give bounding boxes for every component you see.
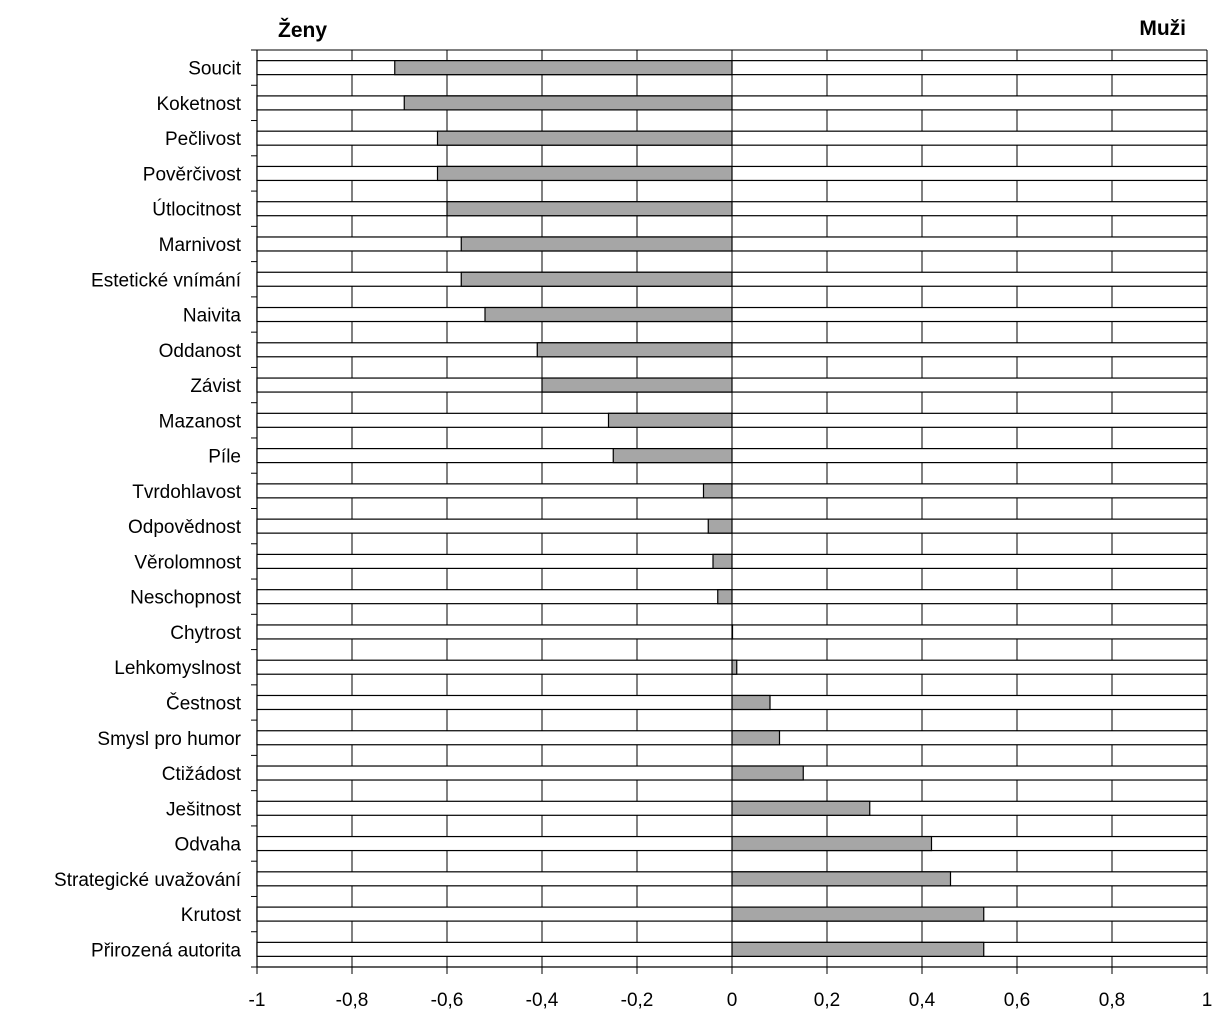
category-label: Odpovědnost xyxy=(128,517,242,538)
x-tick-label: 0,2 xyxy=(814,990,840,1011)
x-tick-label: -1 xyxy=(249,990,266,1011)
category-label: Ješitnost xyxy=(166,799,242,820)
x-tick-label: -0,8 xyxy=(336,990,369,1011)
category-label: Věrolomnost xyxy=(134,552,241,573)
bar xyxy=(731,624,734,640)
bar xyxy=(717,589,733,605)
bar xyxy=(731,941,985,957)
bar xyxy=(707,518,733,534)
category-label: Čestnost xyxy=(166,692,242,714)
grid-lines xyxy=(251,49,1208,974)
bar xyxy=(731,871,952,887)
category-label: Krutost xyxy=(181,905,242,926)
category-label: Ctižádost xyxy=(162,764,242,785)
x-tick-label: 0,8 xyxy=(1099,990,1125,1011)
category-label: Oddanost xyxy=(159,341,242,362)
category-label: Chytrost xyxy=(170,623,241,644)
category-label: Píle xyxy=(208,447,241,468)
category-label: Estetické vnímání xyxy=(91,270,242,291)
bar xyxy=(446,201,733,217)
category-label: Marnivost xyxy=(159,235,242,256)
x-tick-labels: -1 -0,8 -0,6 -0,4 -0,2 0 0,2 0,4 0,6 0,8 1 xyxy=(249,990,1213,1011)
bar xyxy=(731,730,781,746)
bar xyxy=(731,835,933,852)
x-tick-label: 0,6 xyxy=(1004,990,1030,1011)
category-label: Mazanost xyxy=(159,411,242,432)
bar xyxy=(403,95,733,111)
category-label: Naivita xyxy=(183,306,242,327)
category-label: Strategické uvažování xyxy=(54,870,242,891)
category-label: Koketnost xyxy=(157,94,242,115)
bar xyxy=(712,553,733,570)
bar xyxy=(484,306,733,323)
bar xyxy=(612,447,733,464)
bar xyxy=(702,483,733,499)
category-label: Útlocitnost xyxy=(152,199,241,221)
category-label: Neschopnost xyxy=(130,588,242,609)
x-tick-label: -0,4 xyxy=(526,990,559,1011)
bar xyxy=(731,906,985,922)
x-tick-label: -0,6 xyxy=(431,990,464,1011)
x-tick-label: 0 xyxy=(727,990,738,1011)
x-tick-label: 1 xyxy=(1202,990,1213,1011)
bar xyxy=(731,800,871,816)
bar xyxy=(607,412,733,428)
bar-rows xyxy=(256,60,1208,957)
bar xyxy=(394,60,733,76)
category-label: Smysl pro humor xyxy=(97,729,241,750)
bar xyxy=(436,130,733,146)
category-label: Odvaha xyxy=(174,835,241,856)
category-labels: Soucit Koketnost Pečlivost Pověrčivost Útloc… xyxy=(54,59,242,962)
right-side-label: Muži xyxy=(1139,17,1186,40)
bar xyxy=(536,342,733,358)
bar xyxy=(541,377,733,393)
category-label: Pověrčivost xyxy=(143,164,242,185)
category-label: Pečlivost xyxy=(165,129,242,150)
bar xyxy=(731,659,738,675)
category-label: Tvrdohlavost xyxy=(132,482,241,503)
bar xyxy=(731,765,804,781)
category-label: Závist xyxy=(190,376,241,397)
bar xyxy=(460,236,733,252)
category-label: Přirozená autorita xyxy=(91,940,241,961)
bar xyxy=(436,165,733,182)
x-tick-label: -0,2 xyxy=(621,990,654,1011)
bar xyxy=(460,271,733,287)
category-label: Lehkomyslnost xyxy=(114,658,241,679)
left-side-label: Ženy xyxy=(278,18,327,42)
x-tick-label: 0,4 xyxy=(909,990,936,1011)
category-label: Soucit xyxy=(188,59,242,80)
bar xyxy=(731,694,771,711)
